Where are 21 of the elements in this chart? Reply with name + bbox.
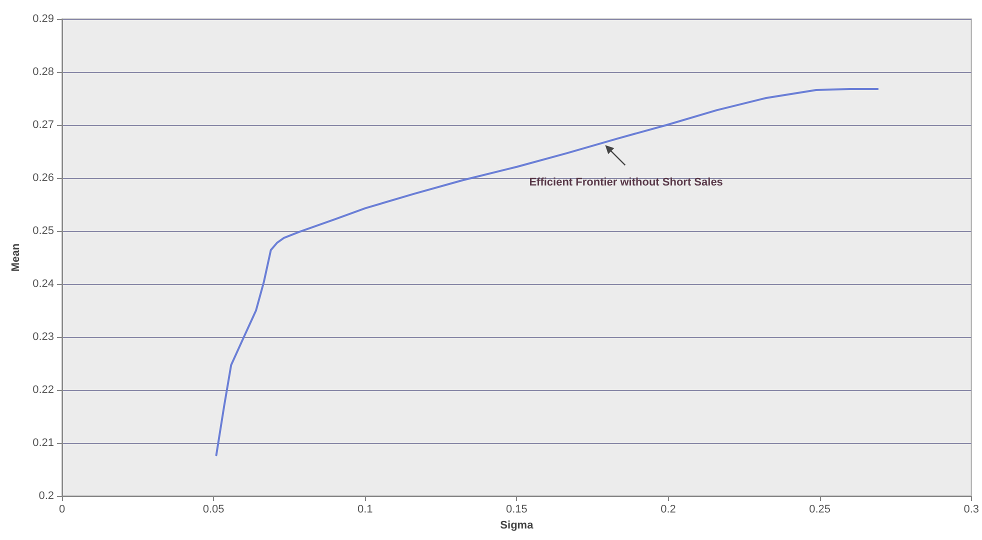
x-tick-label: 0 (58, 504, 66, 516)
x-tick-label: 0.2 (660, 504, 676, 516)
y-tick-label: 0.23 (32, 331, 54, 343)
y-axis-title: Mean (10, 243, 22, 272)
x-tick-label: 0.3 (964, 504, 980, 516)
x-tick-label: 0.15 (506, 504, 528, 516)
y-tick-label: 0.26 (32, 172, 54, 184)
y-tick-label: 0.24 (32, 278, 54, 290)
y-tick-label: 0.22 (32, 384, 54, 396)
y-tick-label: 0.27 (32, 119, 54, 131)
y-tick-label: 0.25 (32, 225, 54, 237)
x-tick-label: 0.1 (357, 504, 373, 516)
annotation: Efficient Frontier without Short Sales (529, 176, 723, 189)
line-series (215, 88, 879, 456)
x-tick-label: 0.05 (202, 504, 224, 516)
y-tick-label: 0.29 (32, 13, 54, 25)
x-axis-title: Sigma (500, 520, 534, 532)
y-tick-label: 0.28 (32, 66, 54, 78)
x-tick-label: 0.25 (809, 504, 831, 516)
y-tick-label: 0.2 (38, 490, 54, 502)
y-tick-label: 0.21 (32, 437, 54, 449)
